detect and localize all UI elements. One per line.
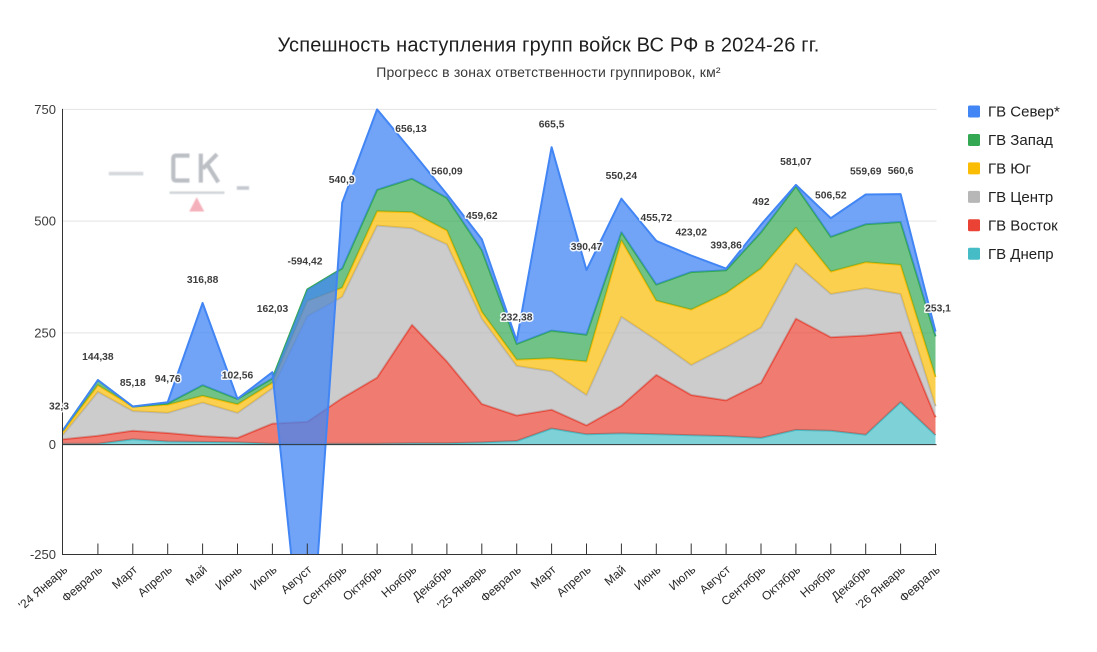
svg-text:665,5: 665,5 bbox=[539, 119, 565, 130]
svg-text:423,02: 423,02 bbox=[675, 228, 707, 239]
svg-text:423,02: 423,02 bbox=[675, 228, 707, 239]
svg-text:144,38: 144,38 bbox=[82, 352, 114, 363]
svg-text:162,03: 162,03 bbox=[257, 304, 289, 315]
svg-text:250: 250 bbox=[34, 325, 56, 340]
svg-text:-594,42: -594,42 bbox=[288, 257, 323, 268]
svg-text:540,9: 540,9 bbox=[329, 175, 355, 186]
svg-text:390,47: 390,47 bbox=[571, 242, 603, 253]
svg-text:459,62: 459,62 bbox=[466, 211, 498, 222]
svg-text:ГВ Север*: ГВ Север* bbox=[988, 104, 1060, 121]
svg-text:665,5: 665,5 bbox=[539, 119, 565, 130]
svg-text:ГВ Центр: ГВ Центр bbox=[988, 189, 1053, 206]
svg-text:550,24: 550,24 bbox=[606, 171, 638, 182]
svg-text:253,1: 253,1 bbox=[925, 303, 951, 314]
svg-text:393,86: 393,86 bbox=[710, 241, 742, 252]
svg-text:94,76: 94,76 bbox=[155, 374, 181, 385]
svg-text:102,56: 102,56 bbox=[222, 371, 254, 382]
svg-text:232,38: 232,38 bbox=[501, 313, 533, 324]
svg-text:492: 492 bbox=[752, 197, 769, 208]
svg-text:162,03: 162,03 bbox=[257, 304, 289, 315]
svg-text:144,38: 144,38 bbox=[82, 352, 114, 363]
svg-text:32,3: 32,3 bbox=[49, 402, 69, 413]
svg-text:316,88: 316,88 bbox=[187, 275, 219, 286]
svg-text:94,76: 94,76 bbox=[155, 374, 181, 385]
svg-text:581,07: 581,07 bbox=[780, 157, 812, 168]
svg-text:492: 492 bbox=[752, 197, 769, 208]
svg-text:550,24: 550,24 bbox=[606, 171, 638, 182]
svg-text:ГВ Юг: ГВ Юг bbox=[988, 160, 1031, 177]
svg-text:232,38: 232,38 bbox=[501, 313, 533, 324]
svg-text:656,13: 656,13 bbox=[395, 124, 427, 135]
svg-text:85,18: 85,18 bbox=[120, 378, 146, 389]
svg-text:750: 750 bbox=[34, 102, 56, 117]
svg-text:-594,42: -594,42 bbox=[288, 257, 323, 268]
svg-text:506,52: 506,52 bbox=[815, 190, 847, 201]
svg-text:560,09: 560,09 bbox=[431, 166, 463, 177]
svg-text:559,69: 559,69 bbox=[850, 167, 882, 178]
svg-text:500: 500 bbox=[34, 214, 56, 229]
svg-text:ГВ Днепр: ГВ Днепр bbox=[988, 246, 1054, 263]
svg-text:ГВ Запад: ГВ Запад bbox=[988, 132, 1053, 149]
svg-text:85,18: 85,18 bbox=[120, 378, 146, 389]
svg-text:540,9: 540,9 bbox=[329, 175, 355, 186]
svg-text:506,52: 506,52 bbox=[815, 190, 847, 201]
svg-text:560,6: 560,6 bbox=[888, 166, 914, 177]
svg-text:455,72: 455,72 bbox=[641, 213, 673, 224]
svg-text:581,07: 581,07 bbox=[780, 157, 812, 168]
svg-text:390,47: 390,47 bbox=[571, 242, 603, 253]
svg-text:32,3: 32,3 bbox=[49, 402, 69, 413]
svg-text:455,72: 455,72 bbox=[641, 213, 673, 224]
svg-text:Успешность наступления групп в: Успешность наступления групп войск ВС РФ… bbox=[278, 35, 820, 57]
svg-text:459,62: 459,62 bbox=[466, 211, 498, 222]
svg-text:656,13: 656,13 bbox=[395, 124, 427, 135]
svg-text:393,86: 393,86 bbox=[710, 241, 742, 252]
svg-text:ГВ Восток: ГВ Восток bbox=[988, 217, 1058, 234]
svg-text:102,56: 102,56 bbox=[222, 371, 254, 382]
svg-text:-250: -250 bbox=[30, 547, 56, 562]
svg-text:560,09: 560,09 bbox=[431, 166, 463, 177]
svg-text:Прогресс в зонах ответственнос: Прогресс в зонах ответственности группир… bbox=[376, 64, 721, 80]
svg-text:253,1: 253,1 bbox=[925, 303, 951, 314]
svg-text:316,88: 316,88 bbox=[187, 275, 219, 286]
svg-text:560,6: 560,6 bbox=[888, 166, 914, 177]
svg-text:0: 0 bbox=[49, 437, 56, 452]
svg-text:559,69: 559,69 bbox=[850, 167, 882, 178]
